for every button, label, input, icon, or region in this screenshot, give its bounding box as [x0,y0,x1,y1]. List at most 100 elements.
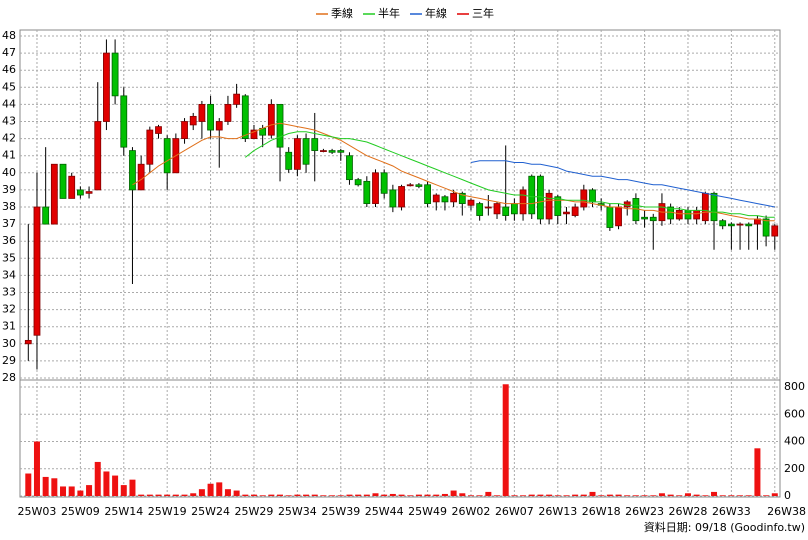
candle-body [129,150,136,191]
candle-body [250,129,258,140]
volume-bar [216,482,223,496]
y-tick-label: 33 [2,286,16,299]
volume-bar [337,495,344,496]
volume-bar [320,495,327,496]
candle-body [615,206,622,227]
candle-body [33,206,41,336]
volume-bar [389,493,396,496]
x-tick-label: 26W38 [767,505,806,518]
volume-bar [598,495,605,496]
candle-body [233,93,241,105]
y-tick-label: 47 [2,46,16,59]
candle-body [424,184,431,204]
volume-bar [407,495,414,496]
volume-bar [259,495,266,496]
volume-bar [120,485,127,496]
volume-bar [572,494,579,496]
candle-body [198,104,206,122]
volume-bar [424,494,431,496]
volume-bar [129,479,136,496]
y-tick-label: 34 [2,268,16,281]
volume-tick-label: 400 [784,435,805,448]
candle-body [42,206,50,225]
candle-body [415,184,423,187]
candle-body [320,150,327,152]
x-tick-label: 26W33 [712,505,751,518]
volume-bar [42,476,49,496]
candle-body [571,206,579,216]
x-tick-label: 26W18 [582,505,621,518]
candle-body [328,150,336,153]
candle-body [354,179,362,186]
volume-bar [528,494,535,496]
ma-line [132,122,775,222]
volume-bar [277,494,284,496]
candle-body [762,218,770,237]
candle-body [380,172,388,194]
candle-body [363,180,371,204]
candle-body [450,192,458,203]
volume-bar [372,493,379,496]
x-tick-label: 26W13 [538,505,577,518]
candle-body [458,192,466,204]
volume-bar [763,495,770,496]
y-tick-label: 44 [2,97,16,110]
legend-label: 季線 [331,6,353,20]
candle-body [50,163,58,225]
candle-body [528,175,536,215]
volume-bar [459,493,466,496]
ma-line [244,131,775,218]
volume-tick-label: 200 [784,462,805,475]
volume-bar [589,491,596,496]
x-tick-label: 26W07 [495,505,534,518]
volume-bar [381,494,388,496]
candle-body [207,104,214,131]
candle-body [346,155,353,181]
candle-body [701,192,709,222]
volume-bar [563,495,570,496]
volume-bar [25,473,32,496]
volume-bar [207,483,214,496]
y-tick-label: 41 [2,149,16,162]
volume-bar [684,493,691,496]
volume-bar [615,494,622,496]
candle-body [302,138,310,165]
volume-bar [754,448,761,496]
legend-label: 年線 [425,6,447,20]
volume-bar [181,494,188,496]
candle-body [285,151,293,170]
candle-body [267,104,275,136]
y-tick-label: 29 [2,354,16,367]
candle-body [649,216,657,222]
candle-body [189,115,197,126]
candle-body [224,104,232,122]
candle-body [745,223,753,227]
footer: 資料日期: 09/18 (Goodinfo.tw) [644,520,805,534]
candle-body [675,210,683,220]
candle-body [103,52,110,122]
volume-bar [737,495,744,496]
x-tick-label: 25W24 [191,505,230,518]
candle-body [276,104,284,148]
volume-bar [355,494,362,496]
candle-body [137,163,145,191]
candle-body [293,138,301,170]
y-tick-label: 32 [2,303,16,316]
volume-bar [711,491,718,496]
candle-body [727,223,735,227]
volume-bar [68,486,75,496]
candle-body [545,192,553,220]
candle-body [589,189,596,203]
candle-body [641,216,648,220]
y-tick-label: 39 [2,183,16,196]
candle-body [389,189,397,208]
volume-bar [285,495,292,496]
x-tick-label: 25W03 [18,505,57,518]
y-tick-label: 28 [2,371,16,384]
volume-bar [303,494,310,496]
y-tick-label: 40 [2,166,16,179]
candle-body [580,189,588,208]
candle-body [181,121,188,140]
candle-body [476,203,484,216]
